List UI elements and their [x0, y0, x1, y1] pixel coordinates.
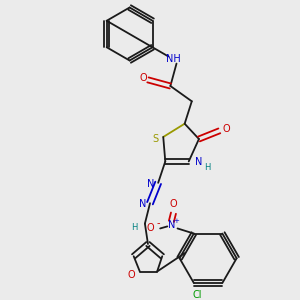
Text: N: N: [147, 179, 155, 189]
Text: O: O: [223, 124, 230, 134]
Text: O: O: [169, 199, 177, 209]
Text: N: N: [168, 220, 175, 230]
Text: S: S: [152, 134, 158, 144]
Text: -: -: [156, 218, 160, 228]
Text: O: O: [139, 73, 147, 83]
Text: O: O: [128, 270, 136, 280]
Text: N: N: [139, 199, 147, 209]
Text: O: O: [146, 224, 154, 233]
Text: H: H: [131, 223, 138, 232]
Text: H: H: [204, 163, 210, 172]
Text: Cl: Cl: [192, 290, 202, 300]
Text: NH: NH: [166, 55, 181, 64]
Text: N: N: [195, 158, 203, 167]
Text: +: +: [174, 218, 179, 224]
